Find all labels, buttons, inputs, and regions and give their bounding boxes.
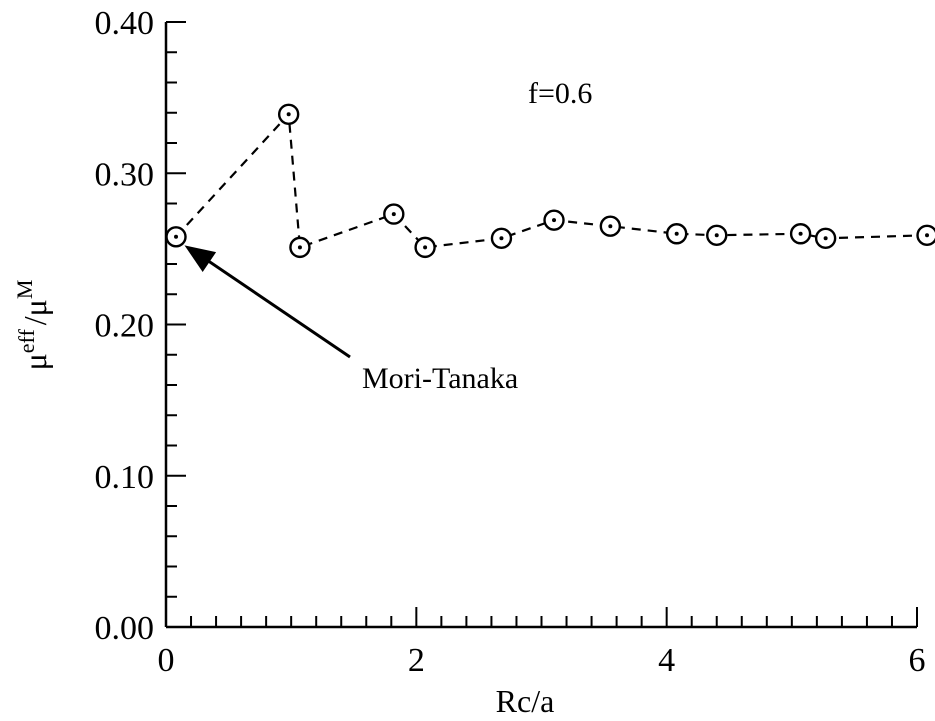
data-point-dot (608, 224, 613, 229)
data-point-dot (174, 234, 179, 239)
x-tick-label: 4 (658, 642, 675, 679)
y-axis-label: μeff/μM (12, 280, 53, 371)
y-tick-label: 0.10 (95, 459, 155, 496)
y-tick-label: 0.30 (95, 156, 155, 193)
data-point-dot (798, 231, 803, 236)
y-tick-label: 0.20 (95, 308, 155, 345)
data-point-dot (297, 245, 302, 250)
data-point-dot (674, 231, 679, 236)
annotations: f=0.6 Mori-Tanaka (184, 77, 592, 395)
series-layer (165, 103, 935, 259)
data-point-dot (499, 236, 504, 241)
data-point-dot (391, 212, 396, 217)
data-point-dot (552, 218, 557, 223)
y-label-base-2: μ (17, 299, 53, 316)
data-point-dot (286, 112, 291, 117)
x-tick-label: 6 (909, 642, 926, 679)
x-axis-label: Rc/a (496, 683, 555, 719)
y-label-sup-2: M (12, 280, 37, 300)
y-label-base-1: μ (17, 353, 53, 370)
y-tick-label: 0.40 (95, 5, 155, 42)
annotation-f-value: f=0.6 (528, 77, 592, 110)
y-label-sep: / (17, 316, 53, 325)
annotation-mori-tanaka: Mori-Tanaka (362, 362, 518, 395)
data-point-dot (714, 233, 719, 238)
data-point-dot (925, 233, 930, 238)
tick-labels: 0 2 4 6 0.00 0.10 0.20 0.30 0.40 (95, 5, 926, 679)
y-tick-label: 0.00 (95, 610, 155, 647)
x-tick-label: 2 (408, 642, 425, 679)
y-label-sup-1: eff (14, 329, 39, 354)
x-tick-label: 0 (158, 642, 175, 679)
annotation-arrow-head (184, 245, 217, 273)
data-point-dot (423, 245, 428, 250)
data-point-dot (823, 236, 828, 241)
annotation-arrow-line (197, 253, 351, 359)
